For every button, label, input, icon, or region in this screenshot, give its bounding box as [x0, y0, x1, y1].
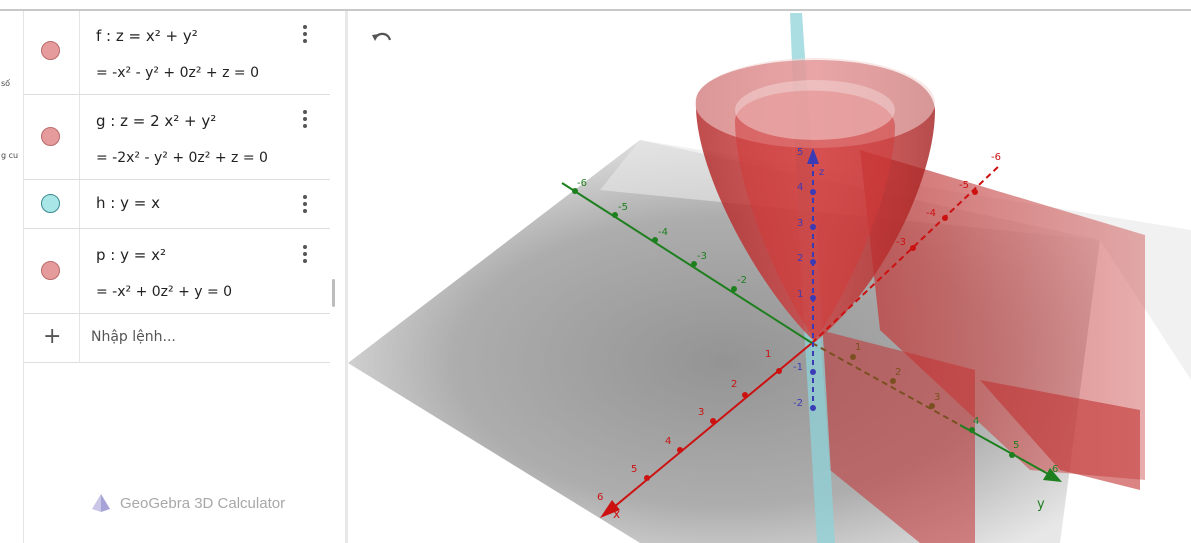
value-f: = -x² - y² + 0z² + z = 0: [96, 65, 259, 81]
z-tick-5: 5: [797, 147, 803, 158]
y-tick-neg2: -2: [737, 275, 747, 286]
more-menu-h[interactable]: [300, 195, 310, 215]
algebra-row-p[interactable]: p : y = x² = -x² + 0z² + y = 0: [24, 229, 330, 314]
x-axis-negative: [811, 164, 1001, 344]
side-rail: số g cu: [0, 11, 24, 543]
command-input[interactable]: Nhập lệnh...: [91, 329, 176, 345]
x-axis-name: x: [613, 507, 620, 521]
visibility-toggle-g[interactable]: [41, 127, 60, 146]
y-axis-positive-hidden: [811, 342, 961, 426]
algebra-row-h[interactable]: h : y = x: [24, 180, 330, 229]
surface-p-wall-right2: [980, 380, 1140, 490]
definition-h[interactable]: h : y = x: [96, 194, 160, 212]
definition-g[interactable]: g : z = 2 x² + y²: [96, 112, 217, 130]
surface-p-wall-lower: [820, 330, 975, 543]
y-axis-negative: [561, 182, 813, 344]
x-tick-neg3: -3: [896, 237, 906, 248]
z-tick-4: 4: [797, 182, 803, 193]
algebra-row-g[interactable]: g : z = 2 x² + y² = -2x² - y² + 0z² + z …: [24, 95, 330, 180]
definition-f[interactable]: f : z = x² + y²: [96, 27, 198, 45]
x-tick-2: 2: [731, 379, 737, 390]
y-tick-3: 3: [934, 392, 940, 403]
more-menu-g[interactable]: [300, 110, 310, 130]
x-tick-6: 6: [597, 492, 603, 503]
brand-name: GeoGebra 3D Calculator: [120, 494, 286, 512]
z-tick-neg2: -2: [793, 398, 803, 409]
z-axis-name: z: [819, 167, 824, 178]
visibility-cell: [24, 11, 80, 94]
more-menu-f[interactable]: [300, 25, 310, 45]
x-tick-3: 3: [698, 407, 704, 418]
y-tick-1: 1: [855, 342, 861, 353]
x-tick-neg5: -5: [959, 180, 969, 191]
x-tick-5: 5: [631, 464, 637, 475]
visibility-toggle-p[interactable]: [41, 261, 60, 280]
input-icon-cell: +: [24, 314, 80, 362]
x-tick-4: 4: [665, 436, 671, 447]
scrollbar-thumb[interactable]: [332, 279, 335, 307]
y-axis-ticks: [572, 188, 1015, 458]
surface-f-rim: [735, 80, 895, 140]
y-tick-neg4: -4: [658, 227, 668, 238]
rail-label-tools[interactable]: g cu: [1, 151, 19, 160]
x-tick-neg4: -4: [926, 208, 936, 219]
visibility-cell: [24, 180, 80, 228]
undo-icon[interactable]: [370, 28, 394, 50]
y-axis-arrow: [1043, 468, 1062, 482]
x-axis-ticks: [610, 189, 978, 510]
z-tick-2: 2: [797, 253, 803, 264]
geogebra-3d-logo-icon: [92, 494, 110, 512]
z-tick-neg1: -1: [793, 362, 803, 373]
y-tick-2: 2: [895, 367, 901, 378]
surface-p-wall-right: [860, 150, 1145, 480]
z-axis-ticks: [810, 189, 816, 411]
graphics-3d-view[interactable]: 1 2 3 4 5 6 -3 -4 -5 -6 x -6 -5 -4 -3 -2…: [348, 13, 1191, 543]
x-tick-1: 1: [765, 349, 771, 360]
y-tick-5: 5: [1013, 440, 1019, 451]
z-tick-3: 3: [797, 218, 803, 229]
input-row[interactable]: + Nhập lệnh...: [24, 314, 330, 363]
surface-f-bowl: [735, 90, 895, 340]
value-p: = -x² + 0z² + y = 0: [96, 284, 233, 300]
y-tick-4: 4: [973, 416, 979, 427]
algebra-row-f[interactable]: f : z = x² + y² = -x² - y² + 0z² + z = 0: [24, 11, 330, 95]
graphics-3d-canvas[interactable]: 1 2 3 4 5 6 -3 -4 -5 -6 x -6 -5 -4 -3 -2…: [348, 13, 1191, 543]
rail-label-algebra[interactable]: số: [1, 79, 11, 88]
y-tick-neg3: -3: [697, 251, 707, 262]
y-axis-positive: [959, 424, 1051, 476]
x-tick-neg6: -6: [991, 152, 1001, 163]
z-axis-arrow: [807, 148, 819, 164]
y-tick-neg6: -6: [577, 178, 587, 189]
y-tick-neg5: -5: [618, 202, 628, 213]
y-tick-6: 6: [1052, 464, 1058, 475]
visibility-cell: [24, 229, 80, 313]
plus-icon[interactable]: +: [43, 324, 62, 349]
y-axis-name: y: [1037, 497, 1045, 512]
top-border: [0, 0, 1191, 11]
brand: GeoGebra 3D Calculator: [90, 493, 285, 513]
visibility-cell: [24, 95, 80, 179]
more-menu-p[interactable]: [300, 245, 310, 265]
definition-p[interactable]: p : y = x²: [96, 246, 166, 264]
visibility-toggle-f[interactable]: [41, 41, 60, 60]
visibility-toggle-h[interactable]: [41, 194, 60, 213]
value-g: = -2x² - y² + 0z² + z = 0: [96, 150, 268, 166]
z-tick-1: 1: [797, 289, 803, 300]
panel-divider[interactable]: [345, 11, 348, 543]
x-axis-arrow: [600, 500, 620, 518]
algebra-view: f : z = x² + y² = -x² - y² + 0z² + z = 0…: [24, 11, 335, 543]
